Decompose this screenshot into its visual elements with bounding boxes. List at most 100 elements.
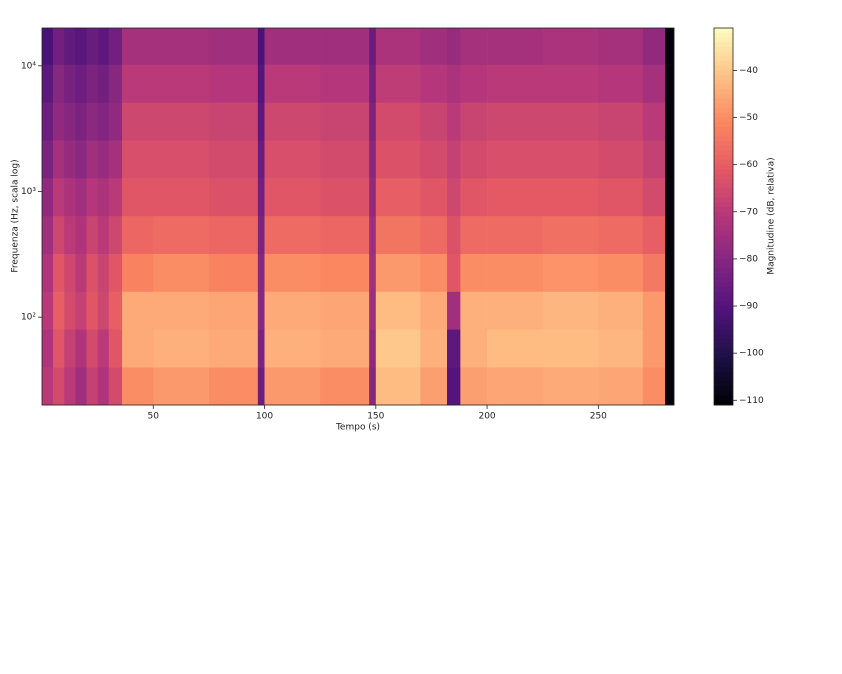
colorbar-segment [714, 103, 733, 109]
colorbar-segment [714, 282, 733, 288]
plot-frame [41, 27, 675, 406]
colorbar-segment [714, 343, 733, 349]
heatmap-cell [42, 102, 54, 141]
heatmap-cell [86, 28, 98, 65]
heatmap-cell [542, 102, 599, 141]
heatmap-cell [665, 291, 675, 330]
heatmap-cell [375, 367, 421, 406]
colorbar-tick-label: −110 [739, 396, 764, 406]
heatmap-cell [264, 140, 321, 179]
colorbar-tick-label: −70 [739, 207, 758, 217]
heatmap-cell [97, 367, 110, 406]
colorbar-segment [714, 348, 733, 354]
heatmap-cell [665, 102, 675, 141]
heatmap-cell [487, 178, 544, 217]
heatmap-cell [53, 291, 65, 330]
heatmap-cell [420, 253, 448, 292]
x-tick-label: 50 [148, 412, 160, 422]
y-tick-label: 10³ [21, 187, 36, 197]
heatmap-cell [64, 140, 76, 179]
colorbar-segment [714, 131, 733, 137]
heatmap-cell [460, 140, 488, 179]
colorbar-segment [714, 159, 733, 166]
colorbar-segment [714, 235, 733, 241]
heatmap-cell [487, 329, 544, 368]
heatmap-cell [53, 178, 65, 217]
colorbar-label: Magnitudine (dB, relativa) [767, 157, 777, 274]
heatmap-cell [375, 102, 421, 141]
heatmap-cell [320, 28, 370, 65]
heatmap-cell [487, 367, 544, 406]
heatmap-cell [97, 253, 110, 292]
heatmap-cell [487, 102, 544, 141]
heatmap-cell [487, 291, 544, 330]
heatmap-cell [460, 367, 488, 406]
heatmap-cell [208, 329, 259, 368]
heatmap-cell [420, 102, 448, 141]
heatmap-cell [447, 291, 461, 330]
heatmap-cell [598, 329, 644, 368]
heatmap-cell [64, 178, 76, 217]
colorbar-segment [714, 249, 733, 255]
heatmap-cell [122, 215, 154, 254]
colorbar-segment [714, 315, 733, 321]
heatmap-cell [257, 291, 265, 330]
heatmap-cell [122, 64, 154, 103]
heatmap-cell [75, 64, 87, 103]
heatmap-cell [369, 329, 377, 368]
heatmap-cell [598, 64, 644, 103]
heatmap-cell [320, 367, 370, 406]
heatmap-cell [665, 28, 675, 65]
colorbar-segment [714, 258, 733, 265]
heatmap-cell [320, 291, 370, 330]
heatmap-cell [97, 28, 110, 65]
heatmap-cell [86, 178, 98, 217]
colorbar-frame [713, 27, 734, 406]
heatmap-cell [53, 215, 65, 254]
heatmap-cell [264, 291, 321, 330]
colorbar-segment [714, 400, 733, 406]
heatmap-cell [420, 28, 448, 65]
heatmap-cell [460, 178, 488, 217]
heatmap-cell [97, 215, 110, 254]
colorbar-segment [714, 254, 733, 260]
heatmap-cell [108, 140, 123, 179]
heatmap-cell [75, 140, 87, 179]
heatmap-cell [208, 215, 259, 254]
heatmap-cell [369, 102, 377, 141]
heatmap-cell [122, 253, 154, 292]
heatmap-cell [642, 28, 666, 65]
heatmap-cell [64, 28, 76, 65]
heatmap-cell [369, 28, 377, 65]
colorbar-segment [714, 211, 733, 217]
heatmap-cell [122, 140, 154, 179]
heatmap-cell [53, 102, 65, 141]
colorbar-segment [714, 89, 733, 95]
heatmap-cell [369, 367, 377, 406]
heatmap-cell [257, 64, 265, 103]
heatmap-cell [420, 140, 448, 179]
heatmap-cell [86, 102, 98, 141]
heatmap-cell [97, 102, 110, 141]
heatmap-cell [108, 215, 123, 254]
colorbar-segment [714, 79, 733, 86]
heatmap-cell [487, 28, 544, 65]
heatmap-cell [460, 291, 488, 330]
heatmap-cell [420, 291, 448, 330]
colorbar-segment [714, 339, 733, 345]
colorbar-segment [714, 174, 733, 180]
heatmap-cell [665, 367, 675, 406]
x-tick-label: 100 [256, 412, 273, 422]
heatmap-cell [264, 178, 321, 217]
heatmap-cell [264, 28, 321, 65]
colorbar-segment [714, 263, 733, 269]
heatmap-cell [320, 253, 370, 292]
heatmap-cell [375, 64, 421, 103]
heatmap-cell [153, 329, 210, 368]
heatmap-cell [122, 367, 154, 406]
heatmap-cell [542, 140, 599, 179]
heatmap-cell [598, 291, 644, 330]
heatmap-cell [42, 367, 54, 406]
colorbar-segment [714, 291, 733, 298]
colorbar-segment [714, 32, 733, 38]
